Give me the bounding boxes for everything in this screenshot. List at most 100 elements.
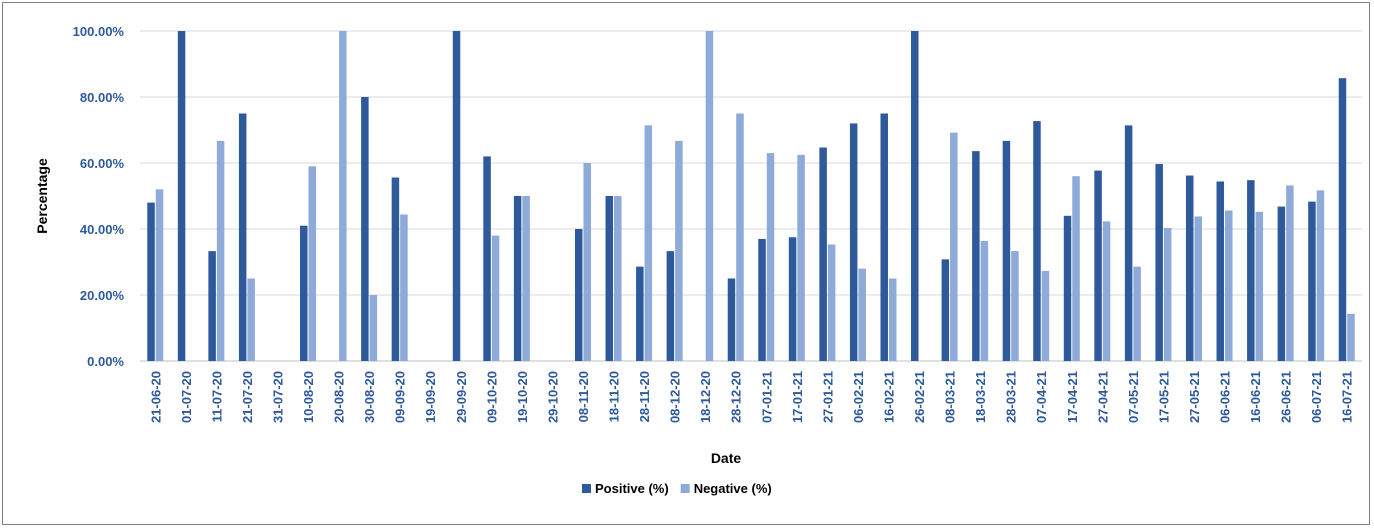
y-tick-label: 80.00% <box>80 90 125 105</box>
bar <box>1277 206 1286 361</box>
bar <box>1011 251 1019 361</box>
bar <box>247 278 255 361</box>
x-tick-label: 27-01-21 <box>820 371 835 423</box>
bar <box>147 202 155 361</box>
bar <box>1347 313 1355 361</box>
legend-swatch <box>680 484 690 493</box>
bar <box>1094 170 1102 361</box>
x-tick-label: 16-02-21 <box>881 371 896 423</box>
x-tick-label: 26-02-21 <box>912 371 927 423</box>
bar <box>308 166 317 361</box>
bar <box>369 295 378 361</box>
x-tick-label: 18-03-21 <box>973 371 988 423</box>
x-tick-label: 16-07-21 <box>1340 371 1355 423</box>
y-tick-label: 40.00% <box>80 222 125 237</box>
x-tick-label: 20-08-20 <box>332 371 347 423</box>
x-tick-label: 28-11-20 <box>637 371 652 422</box>
y-axis-title: Percentage <box>34 158 50 234</box>
y-tick-label: 0.00% <box>87 354 124 369</box>
bar <box>1338 78 1347 361</box>
x-tick-label: 06-06-21 <box>1218 371 1233 423</box>
bar <box>1102 221 1111 361</box>
bar <box>819 147 827 361</box>
bar <box>666 251 675 361</box>
bar <box>605 196 614 361</box>
x-tick-label: 09-09-20 <box>393 371 408 423</box>
bar <box>758 238 766 361</box>
bar <box>1041 270 1050 361</box>
x-axis-title: Date <box>711 450 742 466</box>
bar <box>400 214 408 361</box>
bar <box>727 278 736 361</box>
bar <box>880 113 888 361</box>
bar <box>788 237 797 361</box>
bar <box>583 163 591 361</box>
x-tick-label: 16-06-21 <box>1248 371 1263 423</box>
bar <box>391 177 400 361</box>
bar <box>1072 176 1080 361</box>
x-tick-label: 21-07-20 <box>240 371 255 423</box>
bar <box>1155 163 1163 361</box>
x-tick-label: 18-12-20 <box>698 371 713 423</box>
x-tick-label: 26-06-21 <box>1279 371 1294 423</box>
x-tick-label: 17-05-21 <box>1156 371 1171 423</box>
bar <box>911 31 919 361</box>
bar <box>1124 125 1133 361</box>
bar <box>1308 201 1316 361</box>
bar <box>950 132 958 361</box>
x-tick-label: 29-09-20 <box>454 371 469 423</box>
x-tick-label: 30-08-20 <box>362 371 377 423</box>
bar <box>636 266 644 361</box>
bar <box>614 196 622 361</box>
bar <box>827 244 836 361</box>
bar <box>858 268 866 361</box>
bar <box>1194 216 1202 361</box>
bar <box>1316 190 1325 361</box>
x-tick-label: 07-05-21 <box>1126 371 1141 423</box>
bar <box>452 31 461 361</box>
x-tick-label: 11-07-20 <box>209 371 224 422</box>
x-tick-label: 08-03-21 <box>943 371 958 423</box>
x-tick-label: 29-10-20 <box>545 371 560 423</box>
y-tick-label: 100.00% <box>73 24 125 39</box>
x-tick-label: 19-10-20 <box>515 371 530 423</box>
bar <box>1185 175 1194 361</box>
bar <box>736 113 744 361</box>
x-tick-label: 07-01-21 <box>759 371 774 423</box>
x-tick-label: 06-02-21 <box>851 371 866 423</box>
x-tick-label: 18-11-20 <box>607 371 622 422</box>
bar <box>238 113 247 361</box>
bar <box>339 31 347 361</box>
bar <box>888 278 897 361</box>
x-tick-label: 21-06-20 <box>148 371 163 423</box>
bar <box>177 31 186 361</box>
bar <box>1255 211 1264 361</box>
y-axis-ticks: 0.00% 20.00% 40.00% 60.00% 80.00% 100.00% <box>73 24 125 369</box>
x-tick-label: 19-09-20 <box>423 371 438 423</box>
bar <box>705 31 714 361</box>
bar <box>1033 121 1041 361</box>
bar <box>980 240 989 361</box>
x-tick-label: 31-07-20 <box>270 371 285 423</box>
bar <box>216 140 225 361</box>
x-tick-label: 08-11-20 <box>576 371 591 422</box>
x-tick-label: 10-08-20 <box>301 371 316 423</box>
bar <box>522 196 530 361</box>
x-tick-label: 27-04-21 <box>1095 371 1110 423</box>
gridlines <box>140 30 1362 362</box>
x-tick-label: 17-04-21 <box>1065 371 1080 423</box>
x-tick-label: 01-07-20 <box>179 371 194 423</box>
bar <box>574 229 583 361</box>
bar <box>1216 181 1225 361</box>
bar <box>1225 210 1233 361</box>
x-tick-label: 28-12-20 <box>729 371 744 423</box>
bar <box>483 156 491 361</box>
legend-swatch <box>582 484 591 493</box>
bar <box>1286 185 1294 361</box>
legend-label: Negative (%) <box>694 481 772 496</box>
bars <box>147 31 1355 362</box>
x-tick-label: 17-01-21 <box>790 371 805 423</box>
legend: Positive (%) Negative (%) <box>582 481 772 496</box>
bar <box>675 140 683 361</box>
